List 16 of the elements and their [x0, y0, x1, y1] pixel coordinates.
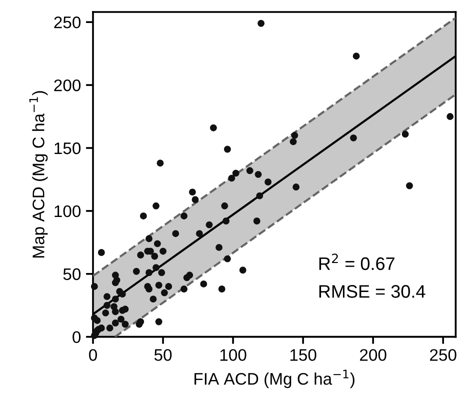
y-tick-label: 50 [63, 268, 81, 280]
annotation: RMSE = 30.4 [319, 285, 426, 298]
y-tick-label: 200 [54, 79, 81, 92]
x-tick-label: 0 [89, 349, 97, 361]
y-tick-label: 0 [72, 331, 81, 344]
x-axis-title: FIA ACD (Mg C ha$^{−1}$) [194, 370, 354, 388]
y-axis-title: Map ACD (Mg C ha$^{−1}$) [29, 91, 48, 258]
x-tick-label: 100 [220, 349, 246, 361]
x-tick-label: 150 [290, 349, 316, 361]
y-tick-label: 150 [54, 142, 81, 154]
x-tick-label: 50 [154, 349, 172, 361]
y-tick-label: 250 [54, 16, 81, 28]
x-tick-label: 200 [360, 349, 386, 361]
y-tick-label: 100 [54, 205, 81, 218]
annotation: R$^{2}$ = 0.67 [319, 254, 394, 270]
x-tick-label: 250 [430, 349, 456, 361]
